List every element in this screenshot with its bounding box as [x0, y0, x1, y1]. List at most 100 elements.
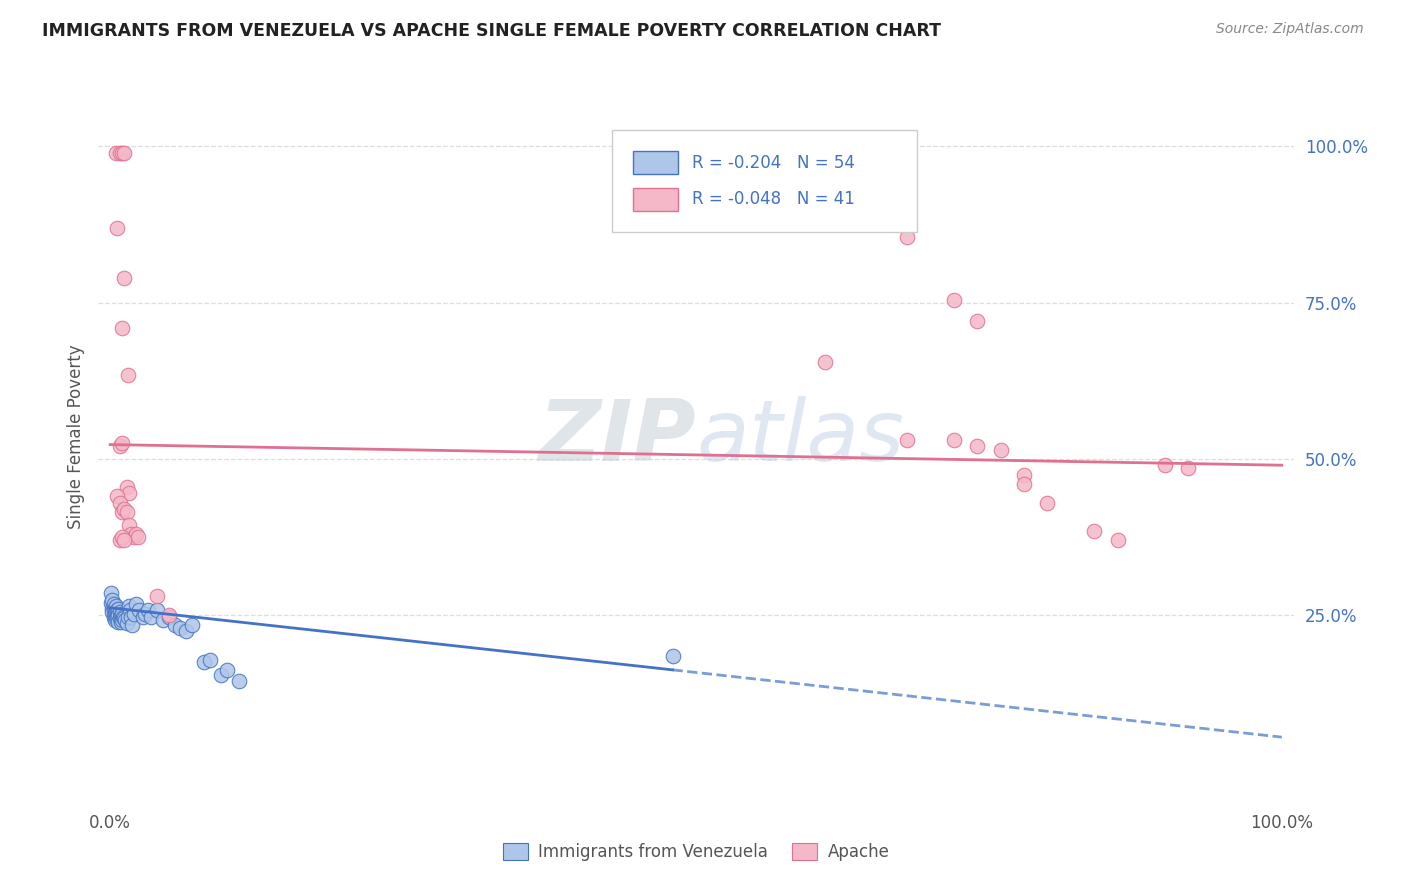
Point — [1177, 461, 1199, 475]
Text: ZIP: ZIP — [538, 395, 696, 479]
FancyBboxPatch shape — [633, 187, 678, 211]
Point — [141, 609, 163, 624]
Point — [111, 530, 134, 544]
Point — [125, 597, 148, 611]
Point — [896, 230, 918, 244]
Point — [661, 648, 683, 663]
Point — [127, 530, 149, 544]
Point — [896, 434, 918, 448]
Point — [115, 615, 138, 630]
Point — [111, 613, 134, 627]
Point — [103, 609, 125, 624]
Point — [125, 527, 148, 541]
Point — [108, 605, 131, 619]
Point — [120, 603, 141, 617]
Point — [990, 442, 1012, 457]
Point — [105, 611, 128, 625]
Point — [103, 597, 125, 611]
Text: R = -0.048   N = 41: R = -0.048 N = 41 — [692, 190, 855, 209]
Point — [107, 602, 129, 616]
Point — [136, 603, 159, 617]
Point — [115, 505, 138, 519]
Point — [120, 527, 142, 541]
Point — [211, 667, 233, 681]
Point — [120, 609, 142, 624]
Point — [217, 663, 239, 677]
FancyBboxPatch shape — [633, 151, 678, 175]
Point — [108, 533, 131, 548]
Point — [112, 609, 135, 624]
Legend: Immigrants from Venezuela, Apache: Immigrants from Venezuela, Apache — [496, 836, 896, 868]
Point — [105, 599, 128, 613]
Point — [118, 599, 141, 613]
Point — [101, 592, 124, 607]
Y-axis label: Single Female Poverty: Single Female Poverty — [66, 345, 84, 529]
Point — [966, 314, 988, 328]
Point — [1012, 467, 1035, 482]
Point — [114, 613, 136, 627]
Point — [105, 145, 128, 160]
Point — [152, 613, 174, 627]
Point — [103, 603, 125, 617]
Point — [105, 490, 128, 504]
Point — [111, 607, 134, 621]
Point — [111, 145, 134, 160]
Text: atlas: atlas — [696, 395, 904, 479]
Point — [105, 609, 128, 624]
Point — [132, 609, 155, 624]
Point — [128, 603, 150, 617]
Point — [101, 605, 124, 619]
Point — [101, 602, 124, 616]
Point — [1012, 477, 1035, 491]
Point — [115, 480, 138, 494]
Point — [1083, 524, 1105, 538]
Point — [107, 615, 129, 629]
Point — [112, 270, 135, 285]
Point — [1153, 458, 1175, 473]
Point — [112, 502, 135, 516]
Point — [100, 596, 122, 610]
Point — [228, 673, 250, 688]
Point — [108, 440, 131, 454]
Point — [112, 533, 135, 548]
Point — [163, 617, 186, 632]
Point — [104, 600, 127, 615]
Point — [193, 655, 215, 669]
Point — [157, 609, 180, 624]
Point — [112, 611, 135, 625]
Point — [814, 355, 837, 369]
Point — [121, 617, 143, 632]
Point — [100, 586, 122, 600]
Point — [110, 615, 132, 629]
Point — [111, 436, 134, 450]
Point — [104, 607, 127, 621]
Point — [942, 293, 965, 307]
Text: R = -0.204   N = 54: R = -0.204 N = 54 — [692, 153, 855, 172]
Point — [117, 609, 139, 624]
Point — [111, 320, 134, 334]
Point — [146, 603, 169, 617]
Point — [966, 440, 988, 454]
Point — [111, 505, 134, 519]
Point — [122, 607, 145, 621]
Point — [112, 145, 135, 160]
Point — [108, 496, 131, 510]
Text: Source: ZipAtlas.com: Source: ZipAtlas.com — [1216, 22, 1364, 37]
Point — [146, 590, 169, 604]
Point — [110, 608, 132, 623]
Point — [105, 220, 128, 235]
Point — [122, 530, 145, 544]
Point — [1107, 533, 1129, 548]
Point — [157, 608, 180, 623]
FancyBboxPatch shape — [613, 130, 917, 232]
Point — [105, 605, 128, 619]
Point — [118, 517, 141, 532]
Point — [942, 434, 965, 448]
Point — [118, 486, 141, 500]
Text: IMMIGRANTS FROM VENEZUELA VS APACHE SINGLE FEMALE POVERTY CORRELATION CHART: IMMIGRANTS FROM VENEZUELA VS APACHE SING… — [42, 22, 941, 40]
Point — [117, 368, 139, 382]
Point — [107, 608, 129, 623]
Point — [108, 611, 131, 625]
Point — [169, 621, 191, 635]
Point — [174, 624, 197, 638]
